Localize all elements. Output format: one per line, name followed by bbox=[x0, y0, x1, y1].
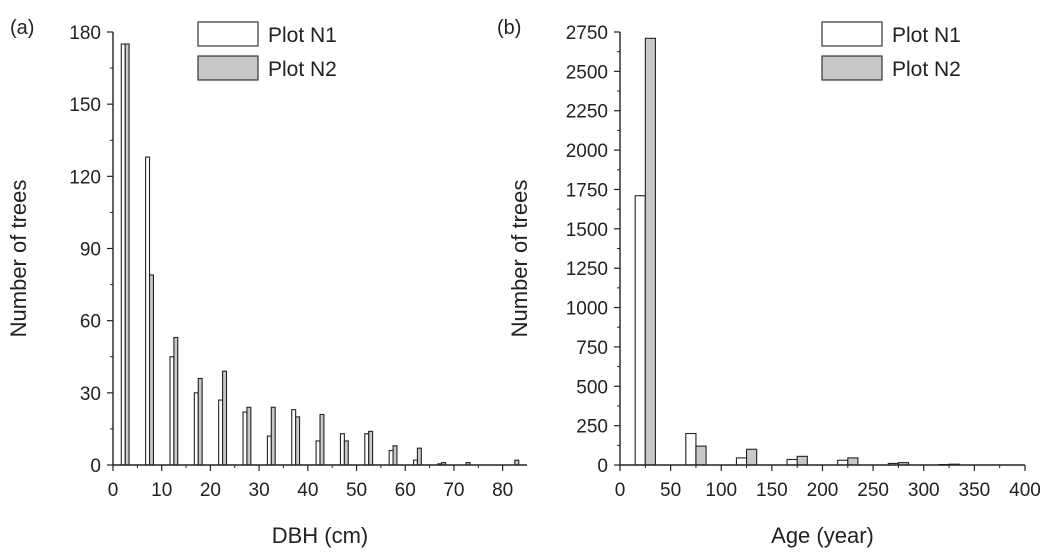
bar-plot-n2 bbox=[246, 406, 252, 466]
bar-plot-n1 bbox=[218, 399, 224, 466]
bar-plot-n2 bbox=[270, 406, 276, 466]
bar-plot-n2 bbox=[847, 457, 859, 466]
legend-swatch-plot-n2 bbox=[197, 55, 259, 81]
bar-plot-n1 bbox=[291, 409, 297, 466]
panel-label: (a) bbox=[10, 17, 34, 39]
x-tick-label: 100 bbox=[705, 480, 737, 501]
bar-plot-n2 bbox=[796, 455, 808, 466]
y-tick-label: 1250 bbox=[566, 259, 608, 280]
x-tick-label: 200 bbox=[807, 480, 839, 501]
bar-plot-n1 bbox=[169, 356, 175, 466]
bar-plot-n2 bbox=[514, 459, 520, 466]
x-tick-label: 250 bbox=[857, 480, 889, 501]
x-tick-label: 40 bbox=[297, 480, 318, 501]
y-tick-label: 0 bbox=[597, 456, 608, 477]
x-tick-label: 80 bbox=[492, 480, 513, 501]
bar-plot-n1 bbox=[412, 459, 418, 466]
x-axis-title: Age (year) bbox=[771, 523, 874, 548]
x-tick-label: 0 bbox=[615, 480, 626, 501]
bar-plot-n2 bbox=[295, 416, 301, 466]
bar-plot-n1 bbox=[242, 411, 248, 466]
bar-plot-n2 bbox=[368, 430, 374, 466]
legend-label: Plot N2 bbox=[892, 58, 961, 81]
bar-plot-n2 bbox=[392, 445, 398, 466]
bar-plot-n1 bbox=[786, 458, 798, 466]
legend-swatch-plot-n1 bbox=[821, 21, 883, 47]
bar-plot-n2 bbox=[173, 336, 179, 466]
y-tick-label: 0 bbox=[90, 456, 101, 477]
legend-swatch-plot-n2 bbox=[821, 55, 883, 81]
bar-plot-n1 bbox=[315, 440, 321, 466]
bar-plot-n2 bbox=[222, 370, 228, 466]
x-tick-label: 300 bbox=[908, 480, 940, 501]
bar-plot-n1 bbox=[120, 43, 126, 466]
bar-plot-n1 bbox=[266, 435, 272, 466]
bar-plot-n1 bbox=[634, 195, 646, 466]
bar-plot-n2 bbox=[343, 440, 349, 466]
bar-plot-n2 bbox=[319, 413, 325, 466]
bar-plot-n1 bbox=[364, 433, 370, 466]
x-tick-label: 30 bbox=[249, 480, 270, 501]
bar-plot-n2 bbox=[148, 274, 154, 466]
y-tick-label: 750 bbox=[576, 338, 608, 359]
bar-plot-n1 bbox=[837, 459, 849, 466]
y-tick-label: 120 bbox=[69, 167, 101, 188]
bar-plot-n1 bbox=[145, 156, 151, 466]
y-tick-label: 30 bbox=[80, 384, 101, 405]
y-tick-label: 250 bbox=[576, 417, 608, 438]
y-tick-label: 500 bbox=[576, 377, 608, 398]
x-tick-label: 400 bbox=[1009, 480, 1041, 501]
y-tick-label: 90 bbox=[80, 240, 101, 261]
bar-plot-n1 bbox=[193, 392, 199, 466]
y-tick-label: 2500 bbox=[566, 62, 608, 83]
x-tick-label: 20 bbox=[200, 480, 221, 501]
panel-a-chart: 0 10 20 30 40 50 60 70 80 0 30 60 90 120 150 180 DBH (cm… bbox=[6, 17, 527, 548]
y-axis-title: Number of trees bbox=[507, 180, 532, 338]
x-axis-title: DBH (cm) bbox=[272, 523, 369, 548]
legend-label: Plot N2 bbox=[268, 58, 337, 81]
x-tick-label: 60 bbox=[395, 480, 416, 501]
y-tick-label: 2250 bbox=[566, 102, 608, 123]
y-axis-title: Number of trees bbox=[6, 180, 31, 338]
y-tick-label: 1750 bbox=[566, 180, 608, 201]
bar-plot-n1 bbox=[685, 432, 697, 466]
y-tick-label: 180 bbox=[69, 23, 101, 44]
legend-label: Plot N1 bbox=[268, 24, 337, 47]
legend-label: Plot N1 bbox=[892, 24, 961, 47]
y-tick-label: 2750 bbox=[566, 23, 608, 44]
panel-b-chart: 0 50 100 150 200 250 300 350 400 0 250 500 750 1000 12… bbox=[497, 17, 1041, 548]
panel-label: (b) bbox=[497, 17, 521, 39]
bar-plot-n2 bbox=[644, 37, 656, 466]
x-tick-label: 70 bbox=[443, 480, 464, 501]
x-tick-label: 350 bbox=[959, 480, 991, 501]
y-tick-label: 2000 bbox=[566, 141, 608, 162]
y-tick-label: 1500 bbox=[566, 220, 608, 241]
bar-plot-n2 bbox=[197, 377, 203, 466]
x-tick-label: 10 bbox=[151, 480, 172, 501]
y-tick-label: 150 bbox=[69, 95, 101, 116]
x-tick-label: 150 bbox=[756, 480, 788, 501]
bar-plot-n2 bbox=[124, 43, 130, 466]
bar-plot-n1 bbox=[388, 450, 394, 466]
bar-plot-n2 bbox=[416, 447, 422, 466]
x-tick-label: 50 bbox=[660, 480, 681, 501]
bar-plot-n1 bbox=[339, 433, 345, 466]
bar-plot-n2 bbox=[746, 448, 758, 466]
x-tick-label: 0 bbox=[108, 480, 119, 501]
x-tick-label: 50 bbox=[346, 480, 367, 501]
y-tick-label: 60 bbox=[80, 312, 101, 333]
bar-plot-n2 bbox=[695, 445, 707, 466]
legend-swatch-plot-n1 bbox=[197, 21, 259, 47]
y-tick-label: 1000 bbox=[566, 299, 608, 320]
bar-plot-n1 bbox=[735, 457, 748, 466]
